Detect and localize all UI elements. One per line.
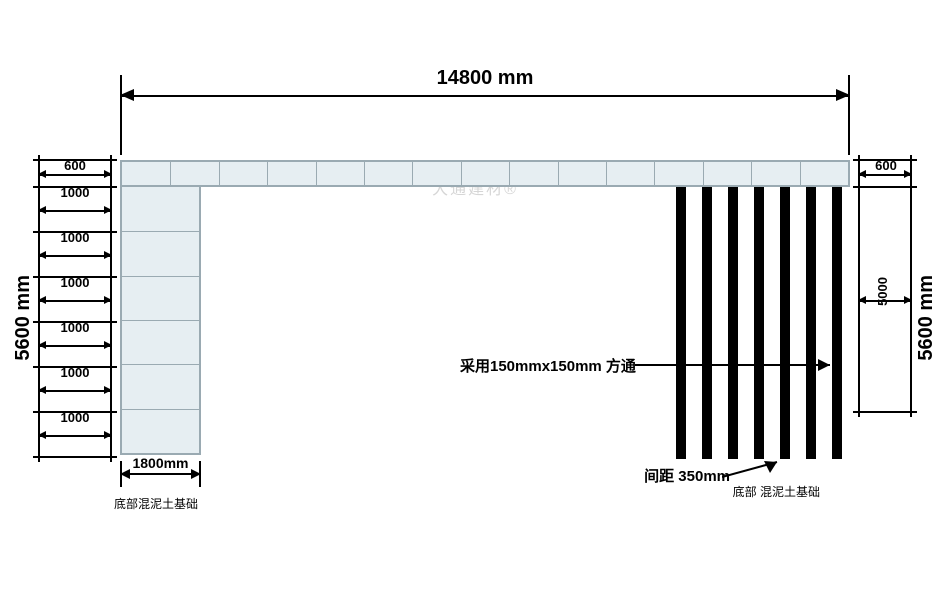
dim-left-seg: 1000	[38, 232, 112, 277]
bar	[676, 187, 686, 459]
dim-left-seg: 1000	[38, 412, 112, 457]
bar	[832, 187, 842, 459]
dimension-top-label: 14800 mm	[120, 67, 850, 90]
dim-left-seg: 1000	[38, 322, 112, 367]
note-tube-section: 采用150mmx150mm 方通	[460, 355, 636, 376]
bar	[728, 187, 738, 459]
bar	[806, 187, 816, 459]
bar	[780, 187, 790, 459]
dim-left-seg: 1000	[38, 277, 112, 322]
left-pillar	[120, 185, 201, 455]
top-beam	[120, 160, 850, 187]
bar	[702, 187, 712, 459]
note-pillar-foundation: 底部混泥土基础	[114, 495, 198, 512]
dim-left-seg: 1000	[38, 367, 112, 412]
dimension-pillar-width-label: 1800mm	[110, 455, 211, 471]
dim-right-seg: 600	[858, 160, 912, 187]
note-bars-foundation: 底部 混泥土基础	[733, 483, 820, 500]
dim-left-seg: 600	[38, 160, 112, 187]
dimension-height-left-label: 5600 mm	[12, 275, 35, 361]
dimension-height-right-label: 5600 mm	[915, 275, 938, 361]
vertical-bars	[676, 187, 842, 459]
dim-right-seg: 5000	[858, 187, 912, 412]
dim-left-seg: 1000	[38, 187, 112, 232]
note-bar-spacing: 间距 350mm	[644, 465, 730, 486]
bar	[754, 187, 764, 459]
